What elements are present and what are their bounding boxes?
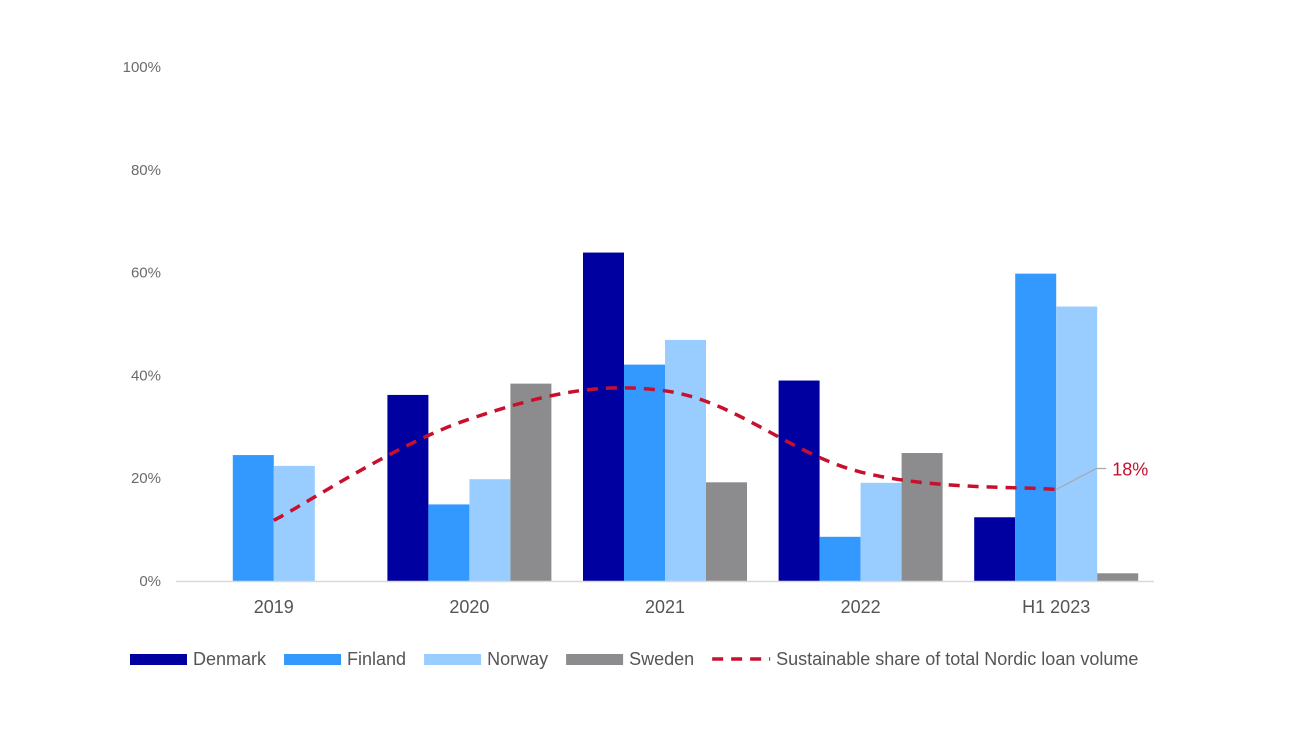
legend-label: Norway [487,649,548,669]
legend-swatch [284,654,342,665]
x-tick-label: 2022 [841,597,881,617]
y-tick-label: 40% [131,367,161,384]
legend-item-finland: Finland [284,649,406,669]
x-tick-label: 2019 [254,597,294,617]
line-layer [272,386,1057,522]
annotation-label: 18% [1112,460,1148,480]
legend-label: Finland [347,649,406,669]
bar-finland-2019 [232,455,274,581]
legend-item-sweden: Sweden [566,649,694,669]
bar-sweden-2020 [510,383,552,581]
x-axis-labels: 2019 2020 2021 2022 H1 2023 [254,597,1090,617]
legend-swatch [424,654,482,665]
y-tick-label: 20% [131,470,161,487]
annotation-leader-line [1055,467,1107,491]
bar-norway-2021 [665,339,706,581]
bars-layer [232,252,1139,581]
bar-norway-2019 [273,465,315,581]
bar-norway-2022 [860,482,902,581]
bar-denmark-h1-2023 [974,517,1016,581]
legend-swatch [130,654,187,665]
y-tick-label: 80% [131,162,161,179]
legend-item-denmark: Denmark [130,649,267,669]
legend: Denmark Finland Norway Sweden Sustainable sh… [130,649,1138,669]
y-tick-label: 100% [123,59,161,76]
x-tick-label: H1 2023 [1022,597,1090,617]
bar-denmark-2022 [778,380,820,581]
line-sustainable-share-of-total-nordic-loan-volume [272,386,1057,522]
y-axis-ticks: 0% 20% 40% 60% 80% 100% [123,59,161,590]
bar-denmark-2020 [387,394,429,581]
annotations-layer: 18% [1055,460,1148,491]
bar-finland-2021 [624,364,665,581]
y-tick-label: 0% [139,573,161,590]
bar-sweden-h1-2023 [1097,573,1139,581]
legend-item-norway: Norway [424,649,548,669]
legend-label: Sustainable share of total Nordic loan v… [776,649,1138,669]
legend-swatch [566,654,624,665]
legend-label: Denmark [193,649,267,669]
x-tick-label: 2020 [449,597,489,617]
legend-label: Sweden [629,649,694,669]
legend-item-sustainable-share-of-total-nordic-loan-volume: Sustainable share of total Nordic loan v… [712,649,1138,669]
bar-norway-2020 [469,479,511,581]
bar-finland-2020 [428,504,470,581]
bar-finland-2022 [819,536,861,581]
bar-finland-h1-2023 [1015,273,1057,581]
bar-sweden-2021 [706,482,747,581]
y-tick-label: 60% [131,265,161,282]
bar-sweden-2022 [901,453,943,581]
bar-denmark-2021 [583,252,624,581]
x-tick-label: 2021 [645,597,685,617]
bar-norway-h1-2023 [1056,306,1098,581]
